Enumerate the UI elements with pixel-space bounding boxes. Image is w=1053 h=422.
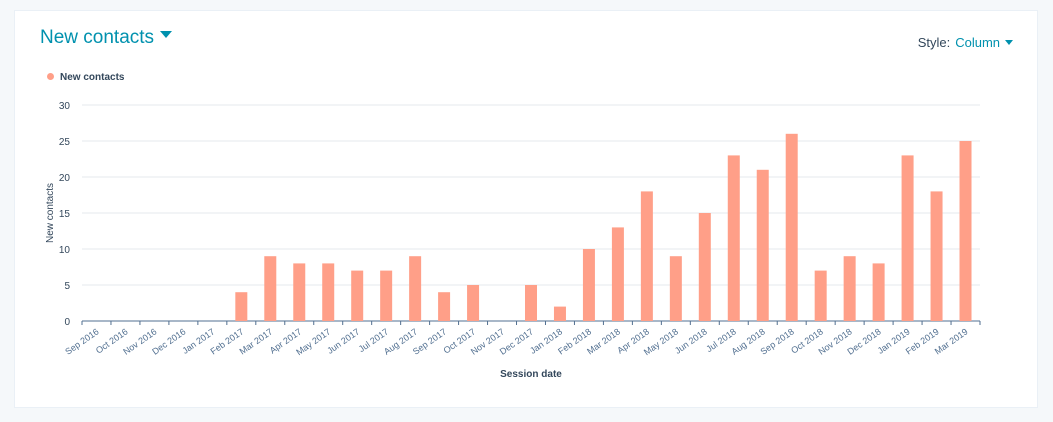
style-label: Style:	[917, 35, 951, 50]
bar	[467, 285, 480, 321]
x-tick-label: Mar 2018	[585, 326, 622, 356]
bar	[235, 292, 248, 321]
chevron-down-icon	[160, 31, 173, 39]
bar	[872, 263, 885, 321]
style-value[interactable]: Column	[955, 35, 1000, 50]
chart-style-selector[interactable]: Style: Column	[918, 35, 1013, 50]
x-tick-label: Mar 2017	[238, 326, 275, 356]
bar	[525, 285, 537, 321]
bar	[843, 256, 856, 321]
chart-legend: New contacts	[47, 72, 124, 83]
x-tick-label: Sep 2016	[63, 326, 100, 356]
y-axis-title: New contacts	[45, 183, 56, 243]
y-tick-label: 15	[59, 209, 71, 220]
bar	[727, 155, 740, 321]
bar	[438, 292, 451, 321]
y-tick-label: 0	[64, 317, 70, 328]
bar	[322, 263, 335, 321]
report-title-dropdown[interactable]: New contacts	[40, 27, 173, 49]
report-card: New contacts Style: Column New contacts	[14, 10, 1038, 408]
bar	[293, 263, 306, 321]
bar	[930, 191, 943, 321]
bar	[409, 256, 422, 321]
y-tick-label: 25	[59, 137, 71, 148]
y-tick-label: 10	[59, 245, 71, 256]
bar	[785, 133, 798, 321]
bar	[901, 155, 914, 321]
bar	[380, 270, 393, 321]
bar	[351, 270, 364, 321]
bar	[959, 141, 972, 321]
bar	[264, 256, 277, 321]
legend-label: New contacts	[60, 72, 125, 83]
bar	[582, 249, 595, 321]
chevron-down-icon	[1005, 40, 1013, 46]
y-tick-label: 20	[59, 173, 71, 184]
bar	[553, 306, 566, 321]
y-tick-label: 30	[59, 101, 71, 112]
bar	[669, 256, 682, 321]
y-tick-label: 5	[64, 281, 70, 292]
bar	[611, 227, 624, 321]
bar	[756, 169, 769, 321]
bar	[640, 191, 653, 321]
x-tick-label: Mar 2019	[933, 326, 970, 356]
report-title: New contacts	[40, 27, 155, 48]
x-tick-label: Jun 2017	[325, 326, 361, 355]
legend-dot-icon	[47, 72, 54, 80]
bar	[814, 270, 827, 321]
x-axis-title: Session date	[500, 369, 562, 380]
bar	[698, 213, 711, 321]
x-tick-label: Jun 2018	[673, 326, 709, 355]
